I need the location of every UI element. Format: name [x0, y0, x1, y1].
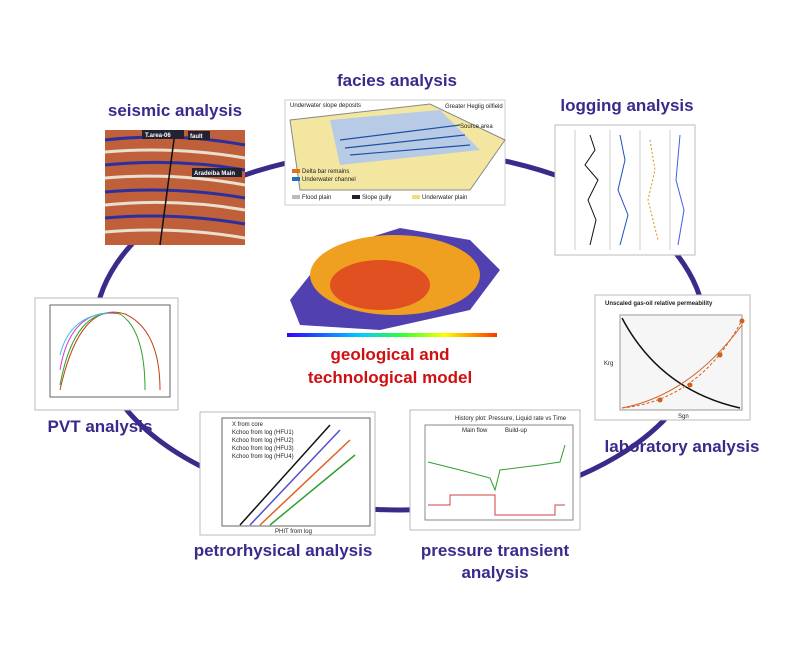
facies-text: Underwater channel [302, 177, 356, 183]
node-label: logging analysis [560, 96, 693, 115]
facies-text: Flood plain [302, 195, 331, 201]
petro-image: X from core Kchoo from log (HFU1) Kchoo … [199, 411, 376, 536]
node-label: pressure transient analysis [421, 541, 570, 582]
petro-text: Kchoo from log (HFU2) [232, 438, 294, 444]
pressure-text: Main flow [462, 428, 488, 434]
center-label: technological model [308, 368, 472, 387]
node-label: petrorhysical analysis [194, 541, 373, 560]
seismic-image: T.area-06 fault Aradeiba Main [104, 130, 246, 246]
pressure-image: History plot: Pressure, Liquid rate vs T… [409, 409, 581, 531]
model-image [287, 228, 500, 337]
seismic-text: T.area-06 [145, 133, 171, 139]
petro-text: Kchoo from log (HFU3) [232, 446, 294, 452]
petro-text: Kchoo from log (HFU4) [232, 454, 294, 460]
petro-text: X from core [232, 422, 264, 428]
lab-text: Sgn [678, 414, 689, 420]
node-label: PVT analysis [48, 417, 153, 436]
lab-image: Unscaled gas-oil relative permeability S… [594, 294, 751, 421]
facies-text: Underwater plain [422, 195, 467, 201]
facies-text: Underwater slope deposits [290, 103, 361, 109]
petro-text: PHIT from log [275, 529, 312, 535]
pvt-image [34, 297, 179, 411]
node-label: seismic analysis [108, 101, 242, 120]
facies-text: Greater Heglig oilfield [445, 104, 503, 110]
facies-text: Source area [460, 124, 493, 130]
node-label: laboratory analysis [605, 437, 760, 456]
center-label: geological and [330, 345, 449, 364]
petro-text: Kchoo from log (HFU1) [232, 430, 294, 436]
facies-text: Delta bar remains [302, 169, 349, 175]
pressure-text: Build-up [505, 428, 528, 434]
node-label: facies analysis [337, 71, 457, 90]
seismic-text: fault [190, 134, 203, 140]
lab-text: Krg [604, 361, 613, 367]
pressure-text: History plot: Pressure, Liquid rate vs T… [455, 416, 567, 422]
facies-text: Slope gully [362, 195, 391, 201]
lab-text: Unscaled gas-oil relative permeability [605, 301, 713, 307]
logging-image [554, 124, 696, 256]
facies-image: Underwater slope deposits Greater Heglig… [284, 99, 506, 206]
seismic-text: Aradeiba Main [194, 171, 235, 177]
